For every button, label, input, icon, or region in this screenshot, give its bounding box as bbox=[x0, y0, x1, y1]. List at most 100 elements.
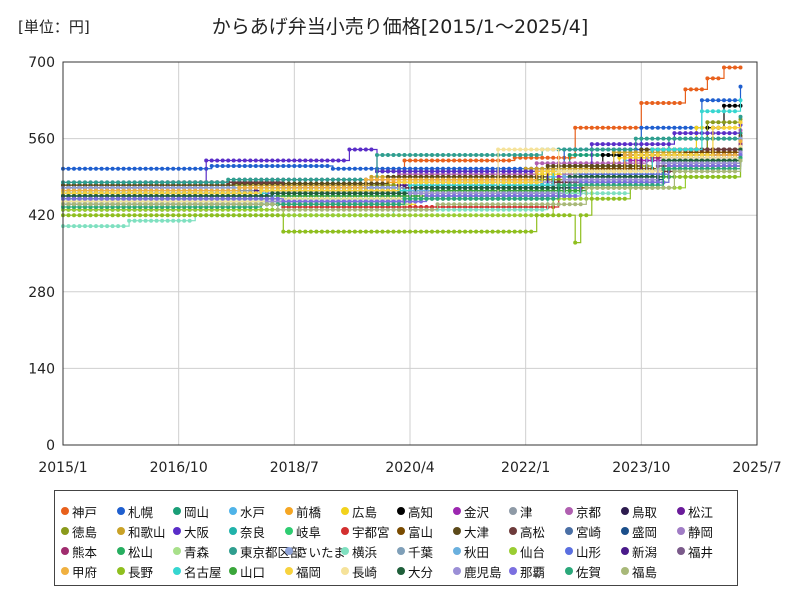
data-point bbox=[88, 166, 93, 171]
data-point bbox=[319, 181, 324, 186]
data-point bbox=[705, 76, 710, 81]
data-point bbox=[171, 213, 176, 218]
data-point bbox=[716, 131, 721, 136]
data-point bbox=[358, 213, 363, 218]
data-point bbox=[358, 181, 363, 186]
data-point bbox=[286, 177, 291, 182]
data-point bbox=[573, 125, 578, 130]
data-point bbox=[286, 213, 291, 218]
data-point bbox=[248, 180, 253, 185]
data-point bbox=[242, 185, 247, 190]
data-point bbox=[292, 164, 297, 168]
data-point bbox=[330, 166, 335, 171]
data-point bbox=[567, 164, 572, 168]
data-point bbox=[606, 153, 611, 157]
data-point bbox=[722, 136, 726, 141]
data-point bbox=[149, 185, 154, 190]
data-point bbox=[644, 142, 649, 147]
data-point bbox=[485, 169, 490, 174]
data-point bbox=[666, 142, 671, 147]
data-point bbox=[264, 180, 269, 185]
data-point bbox=[468, 207, 473, 212]
data-point bbox=[733, 109, 737, 114]
data-point bbox=[727, 147, 732, 152]
data-point bbox=[716, 147, 721, 152]
data-point bbox=[496, 229, 501, 234]
data-point bbox=[622, 147, 627, 152]
data-point bbox=[132, 180, 137, 185]
data-point bbox=[518, 207, 523, 212]
data-point bbox=[435, 169, 440, 174]
data-point bbox=[529, 155, 534, 160]
data-point bbox=[237, 158, 242, 163]
data-point bbox=[710, 76, 715, 81]
data-point bbox=[622, 153, 627, 157]
data-point bbox=[149, 213, 154, 218]
data-point bbox=[127, 185, 132, 190]
data-point bbox=[584, 161, 589, 166]
data-point bbox=[529, 213, 534, 218]
data-point bbox=[551, 155, 556, 160]
data-point bbox=[595, 147, 600, 152]
data-point bbox=[121, 180, 126, 185]
data-point bbox=[176, 180, 181, 185]
data-point bbox=[655, 142, 660, 147]
data-point bbox=[270, 164, 275, 168]
data-point bbox=[733, 103, 737, 108]
data-point bbox=[628, 153, 633, 157]
data-point bbox=[666, 101, 671, 105]
data-point bbox=[105, 166, 110, 171]
data-point bbox=[408, 213, 412, 218]
data-point bbox=[303, 229, 308, 234]
data-point bbox=[99, 185, 104, 190]
data-point bbox=[83, 185, 87, 190]
data-point bbox=[722, 103, 726, 108]
data-point bbox=[99, 224, 104, 229]
data-point bbox=[204, 180, 209, 185]
data-point bbox=[606, 164, 611, 168]
data-point bbox=[182, 166, 187, 171]
data-point bbox=[110, 213, 115, 218]
data-point bbox=[490, 213, 495, 218]
data-point bbox=[523, 229, 528, 234]
data-point bbox=[501, 229, 506, 234]
data-point bbox=[628, 147, 633, 152]
data-point bbox=[507, 229, 512, 234]
data-point bbox=[94, 213, 98, 218]
data-point bbox=[534, 169, 539, 174]
data-point bbox=[628, 142, 633, 147]
data-point bbox=[297, 158, 302, 163]
data-point bbox=[578, 125, 583, 130]
data-point bbox=[501, 158, 506, 163]
data-point bbox=[341, 213, 346, 218]
data-point bbox=[259, 180, 264, 185]
data-point bbox=[215, 180, 220, 185]
data-point bbox=[523, 169, 528, 174]
data-point bbox=[551, 213, 556, 218]
data-point bbox=[639, 125, 644, 130]
data-point bbox=[523, 207, 528, 212]
data-point bbox=[347, 213, 352, 218]
series-lines bbox=[61, 65, 743, 245]
data-point bbox=[253, 213, 258, 218]
data-point bbox=[677, 136, 682, 141]
data-point bbox=[677, 174, 682, 179]
data-point bbox=[479, 229, 484, 234]
data-point bbox=[66, 185, 71, 190]
data-point bbox=[99, 166, 104, 171]
data-point bbox=[463, 169, 468, 174]
data-point bbox=[132, 185, 137, 190]
data-point bbox=[303, 177, 308, 182]
data-point bbox=[551, 164, 556, 168]
data-point bbox=[441, 229, 445, 234]
data-point bbox=[474, 158, 479, 163]
data-point bbox=[220, 164, 225, 168]
data-point bbox=[149, 218, 154, 223]
data-point bbox=[127, 180, 132, 185]
data-point bbox=[490, 169, 495, 174]
data-point bbox=[578, 161, 583, 166]
data-point bbox=[430, 158, 434, 163]
data-point bbox=[72, 185, 76, 190]
data-point bbox=[408, 153, 412, 157]
data-point bbox=[419, 229, 423, 234]
